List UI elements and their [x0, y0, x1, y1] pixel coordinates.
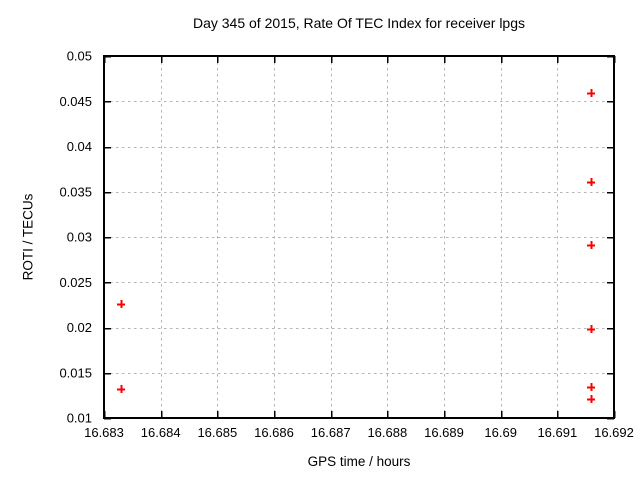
y-tick-label: 0.05 [67, 49, 92, 64]
data-points-layer [117, 89, 595, 403]
y-tick-label: 0.035 [59, 184, 92, 199]
x-tick-label: 16.683 [84, 425, 124, 440]
x-tick-label: 16.688 [367, 425, 407, 440]
y-tick-label: 0.03 [67, 230, 92, 245]
data-point-marker [587, 395, 595, 403]
y-tick-label: 0.025 [59, 275, 92, 290]
x-axis-label: GPS time / hours [307, 454, 411, 469]
y-tick-label: 0.015 [59, 365, 92, 380]
chart-title: Day 345 of 2015, Rate Of TEC Index for r… [192, 15, 526, 31]
grid-layer [104, 56, 614, 418]
data-point-marker [117, 385, 125, 393]
x-tick-label: 16.689 [424, 425, 464, 440]
y-tick-label: 0.04 [67, 139, 92, 154]
plot-frame [103, 55, 615, 419]
y-axis-label: ROTI / TECUs [20, 193, 36, 281]
x-tick-label: 16.69 [484, 425, 517, 440]
x-tick-label: 16.691 [537, 425, 577, 440]
tick-labels-layer: 16.683 16.684 16.685 16.686 16.687 16.688 16.6… [59, 49, 633, 441]
y-tick-label: 0.02 [67, 320, 92, 335]
y-tick-label: 0.01 [67, 411, 92, 426]
x-tick-label: 16.687 [311, 425, 351, 440]
x-tick-label: 16.686 [254, 425, 294, 440]
x-tick-label: 16.692 [594, 425, 634, 440]
x-tick-label: 16.684 [141, 425, 181, 440]
x-tick-label: 16.685 [197, 425, 237, 440]
data-point-marker [587, 383, 595, 391]
data-point-marker [587, 89, 595, 97]
data-point-marker [587, 325, 595, 333]
y-tick-label: 0.045 [59, 94, 92, 109]
data-point-marker [117, 300, 125, 308]
data-point-marker [587, 178, 595, 186]
data-point-marker [587, 241, 595, 249]
